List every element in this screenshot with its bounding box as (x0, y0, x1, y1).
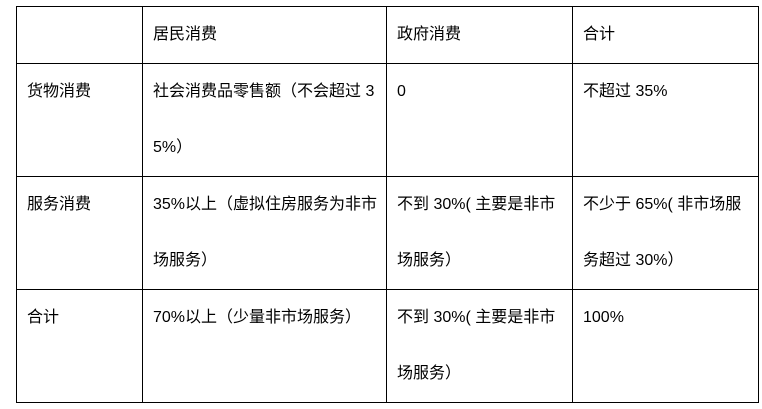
table-cell: 社会消费品零售额（不会超过 35%） (142, 63, 387, 177)
table-cell: 100% (572, 289, 759, 403)
table-cell: 不少于 65%( 非市场服务超过 30%） (572, 176, 759, 290)
header-cell (16, 6, 143, 64)
table-row: 服务消费 35%以上（虚拟住房服务为非市场服务） 不到 30%( 主要是非市场服… (16, 176, 759, 290)
consumption-table: 居民消费 政府消费 合计 货物消费 社会消费品零售额（不会超过 35%） 0 不… (16, 6, 759, 403)
table-cell: 70%以上（少量非市场服务） (142, 289, 387, 403)
row-label: 合计 (16, 289, 143, 403)
table-row: 货物消费 社会消费品零售额（不会超过 35%） 0 不超过 35% (16, 63, 759, 177)
header-cell: 居民消费 (142, 6, 387, 64)
table-cell: 不到 30%( 主要是非市场服务） (386, 289, 573, 403)
table-row: 合计 70%以上（少量非市场服务） 不到 30%( 主要是非市场服务） 100% (16, 289, 759, 403)
table-cell: 不超过 35% (572, 63, 759, 177)
table-cell: 不到 30%( 主要是非市场服务） (386, 176, 573, 290)
row-label: 服务消费 (16, 176, 143, 290)
table-header-row: 居民消费 政府消费 合计 (16, 6, 759, 64)
row-label: 货物消费 (16, 63, 143, 177)
header-cell: 合计 (572, 6, 759, 64)
table-cell: 0 (386, 63, 573, 177)
table-cell: 35%以上（虚拟住房服务为非市场服务） (142, 176, 387, 290)
header-cell: 政府消费 (386, 6, 573, 64)
